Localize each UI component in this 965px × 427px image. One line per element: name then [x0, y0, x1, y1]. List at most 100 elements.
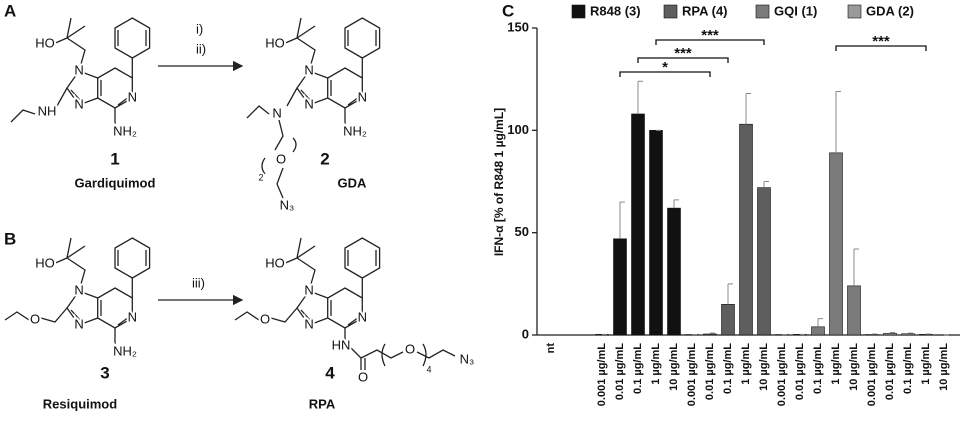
bar [829, 152, 843, 336]
reagent: ii) [196, 41, 206, 56]
atom: N₃ [280, 197, 295, 212]
x-tick-label: nt [545, 343, 557, 354]
x-tick-label: 0.1 µg/mL [722, 343, 734, 394]
compound-3: HO N N N O NH₂ [4, 237, 151, 360]
error-bar [673, 199, 679, 209]
significance-label: *** [674, 45, 692, 62]
atom: N [74, 316, 83, 331]
reagent: iii) [192, 275, 205, 290]
atom: N [304, 282, 313, 297]
reagent: i) [196, 21, 203, 36]
significance-bracket [655, 39, 765, 45]
atom: N [304, 316, 313, 331]
chart: 0 50 100 150 nt 0.001 µg/mL 0.01 µg/mL 0.1 µg/m… [507, 3, 960, 406]
legend-label: R848 (3) [590, 3, 641, 18]
bar [757, 187, 771, 336]
atom: N [304, 62, 313, 77]
x-tick-label: 0.001 µg/mL [866, 343, 878, 406]
bar [883, 333, 897, 336]
atom: 2 [258, 172, 263, 182]
atom: HO [35, 35, 55, 50]
x-tick-label: 0.01 µg/mL [794, 343, 806, 400]
x-tick-label: 0.01 µg/mL [884, 343, 896, 400]
bar [721, 303, 735, 336]
atom: NH [38, 103, 57, 118]
error-bar [889, 332, 895, 334]
error-bar [619, 201, 625, 239]
significance-label: *** [872, 33, 890, 50]
y-tick-label: 50 [515, 224, 529, 239]
x-tick-label: 0.001 µg/mL [596, 343, 608, 406]
bar [703, 333, 717, 336]
atom: N [358, 89, 367, 104]
compound-1: HO N N N NH NH₂ [10, 17, 151, 140]
atom: O [260, 311, 270, 326]
panel-label: A [4, 1, 16, 20]
x-tick-label: 0.1 µg/mL [812, 343, 824, 394]
atom: O [30, 311, 40, 326]
panel-label: C [502, 1, 514, 20]
panel-label: B [4, 229, 16, 248]
y-tick-label: 100 [507, 122, 529, 137]
x-tick-label: 1 µg/mL [830, 343, 842, 385]
compound-2: HO N N N N NH₂ O 2 N₃ [246, 17, 381, 214]
bar [613, 238, 627, 336]
y-tick-label: 150 [507, 19, 529, 34]
compound-name: Gardiquimod [75, 175, 156, 190]
atom: NH₂ [113, 123, 137, 138]
significance-bracket [835, 45, 927, 51]
y-axis-label: IFN-α [% of R848 1 µg/mL] [492, 108, 506, 256]
compound-name: Resiquimod [43, 396, 117, 411]
error-bar [763, 181, 769, 188]
legend-label: GDA (2) [866, 3, 914, 18]
x-tick-label: 0.001 µg/mL [776, 343, 788, 406]
legend-label: GQI (1) [774, 3, 817, 18]
x-tick-label: 10 µg/mL [758, 343, 770, 391]
error-bar [637, 80, 643, 114]
legend-swatch [663, 4, 678, 19]
compound-number: 2 [320, 149, 329, 168]
legend-swatch [755, 4, 770, 19]
x-tick-label: 10 µg/mL [938, 343, 950, 391]
x-tick-label: 0.1 µg/mL [632, 343, 644, 394]
error-bar [835, 90, 841, 153]
atom: O [358, 369, 368, 384]
atom: HN [332, 337, 351, 352]
significance-label: * [662, 59, 668, 76]
atom: NH₂ [343, 123, 367, 138]
legend-swatch [571, 4, 586, 19]
atom: N [74, 282, 83, 297]
x-tick-label: 1 µg/mL [650, 343, 662, 385]
significance-bracket [619, 71, 711, 77]
compound-4: HO N N N O HN O O 4 N₃ [234, 237, 476, 386]
x-tick-label: 1 µg/mL [740, 343, 752, 385]
error-bar [853, 248, 859, 286]
x-tick-label: 1 µg/mL [920, 343, 932, 385]
bar [739, 123, 753, 336]
x-tick-label: 0.001 µg/mL [686, 343, 698, 406]
error-bar [745, 92, 751, 125]
bar [649, 130, 663, 336]
atom: N [358, 309, 367, 324]
x-tick-label: 0.01 µg/mL [614, 343, 626, 400]
atom: HO [35, 255, 55, 270]
atom: N [128, 309, 137, 324]
bar [631, 113, 645, 336]
atom: NH₂ [113, 343, 137, 358]
bar [847, 285, 861, 336]
atom: HO [265, 35, 285, 50]
compound-name: GDA [338, 175, 368, 190]
compound-number: 1 [110, 149, 119, 168]
atom: N [272, 105, 281, 120]
bar [901, 333, 915, 336]
atom: N [74, 62, 83, 77]
significance-label: *** [701, 27, 719, 44]
atom: O [405, 341, 415, 356]
atom: N [128, 89, 137, 104]
error-bar [709, 332, 715, 334]
significance-bracket [637, 57, 729, 63]
y-tick-label: 0 [522, 326, 529, 341]
bar [667, 207, 681, 336]
error-bar [817, 318, 823, 327]
